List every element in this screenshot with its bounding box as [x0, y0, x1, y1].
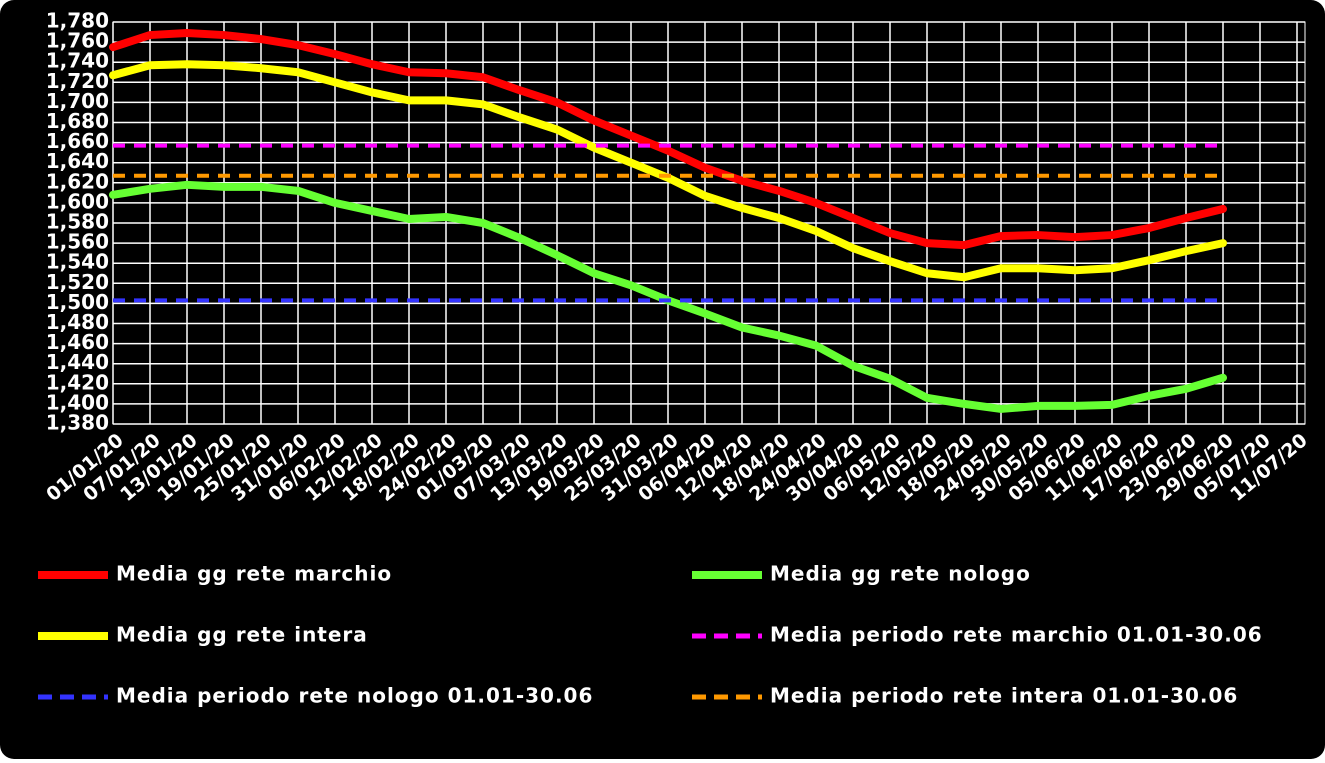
- y-tick-label: 1,720: [46, 69, 109, 93]
- y-tick-label: 1,480: [46, 310, 109, 334]
- y-tick-label: 1,620: [46, 169, 109, 193]
- series-line: [109, 29, 1227, 250]
- y-tick-label: 1,640: [46, 149, 109, 173]
- y-tick-label: 1,400: [46, 390, 109, 414]
- legend-label: Media gg rete marchio: [116, 562, 392, 586]
- legend-label: Media gg rete intera: [116, 623, 368, 647]
- series-line: [109, 60, 1227, 282]
- legend-label: Media periodo rete intera 01.01-30.06: [770, 684, 1238, 708]
- y-tick-label: 1,580: [46, 210, 109, 234]
- y-tick-label: 1,780: [46, 9, 109, 33]
- y-tick-label: 1,420: [46, 370, 109, 394]
- y-tick-label: 1,540: [46, 250, 109, 274]
- y-tick-label: 1,380: [46, 411, 109, 435]
- legend-label: Media periodo rete nologo 01.01-30.06: [116, 684, 593, 708]
- y-tick-label: 1,660: [46, 129, 109, 153]
- y-tick-label: 1,520: [46, 270, 109, 294]
- legend-label: Media periodo rete marchio 01.01-30.06: [770, 623, 1263, 647]
- y-tick-label: 1,560: [46, 230, 109, 254]
- legend-label: Media gg rete nologo: [770, 562, 1031, 586]
- y-tick-label: 1,500: [46, 290, 109, 314]
- y-tick-label: 1,740: [46, 49, 109, 73]
- y-tick-label: 1,680: [46, 109, 109, 133]
- y-tick-label: 1,700: [46, 89, 109, 113]
- y-tick-label: 1,460: [46, 330, 109, 354]
- y-tick-label: 1,600: [46, 189, 109, 213]
- y-tick-label: 1,440: [46, 350, 109, 374]
- y-tick-label: 1,760: [46, 29, 109, 53]
